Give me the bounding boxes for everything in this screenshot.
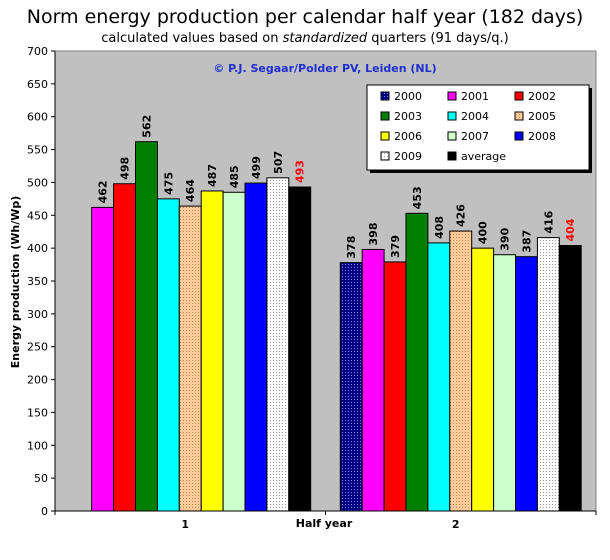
legend-swatch bbox=[447, 131, 457, 141]
legend-label: 2005 bbox=[528, 110, 556, 123]
y-tick-label: 0 bbox=[41, 505, 48, 518]
legend-swatch bbox=[380, 131, 390, 141]
bar-2008-half-1 bbox=[244, 182, 268, 512]
data-label: 464 bbox=[184, 179, 197, 202]
legend-shadow-right bbox=[589, 88, 592, 173]
legend-swatch bbox=[514, 131, 524, 141]
legend-swatch bbox=[514, 111, 524, 121]
data-label: 404 bbox=[564, 218, 577, 241]
data-label: 462 bbox=[97, 180, 110, 203]
legend-label: 2009 bbox=[394, 150, 422, 163]
x-tick-label: 1 bbox=[181, 518, 189, 531]
data-label: 408 bbox=[433, 216, 446, 239]
y-axis: 0 50 100 150 200 250 300 350 400 450 500 550 600 650 7… bbox=[27, 45, 56, 518]
y-tick-label: 200 bbox=[27, 374, 48, 387]
y-tick-label: 650 bbox=[27, 78, 48, 91]
data-label: 379 bbox=[389, 235, 402, 258]
bar-2009-half-2 bbox=[536, 237, 560, 512]
bar-2007-half-1 bbox=[222, 191, 246, 512]
y-tick-label: 450 bbox=[27, 209, 48, 222]
bar-2006-half-1 bbox=[200, 190, 224, 512]
bar-2004-half-2 bbox=[427, 242, 451, 512]
bar-2005-half-1 bbox=[178, 205, 202, 512]
y-axis-title: Energy production (Wh/Wp) bbox=[9, 196, 22, 368]
chart-title: Norm energy production per calendar half… bbox=[26, 6, 584, 28]
legend-swatch bbox=[380, 151, 390, 161]
bar-2004-half-1 bbox=[156, 198, 180, 512]
bar-2003-half-1 bbox=[135, 141, 158, 512]
legend-label: 2006 bbox=[394, 130, 422, 143]
legend-swatch bbox=[380, 111, 390, 121]
y-tick-label: 550 bbox=[27, 144, 48, 157]
legend-label: 2003 bbox=[394, 110, 422, 123]
y-tick-label: 100 bbox=[27, 439, 48, 452]
x-axis-title: Half year bbox=[296, 517, 353, 530]
bar-2001-half-2 bbox=[361, 248, 385, 512]
data-label: 499 bbox=[250, 156, 263, 179]
data-label: 453 bbox=[411, 186, 424, 209]
data-label: 475 bbox=[162, 172, 175, 195]
bar-average-half-2 bbox=[558, 245, 582, 512]
bar-average-half-1 bbox=[288, 186, 312, 512]
copyright-note: © P.J. Segaar/Polder PV, Leiden (NL) bbox=[213, 62, 436, 75]
legend-label: 2000 bbox=[394, 90, 422, 103]
y-tick-label: 700 bbox=[27, 45, 48, 58]
subtitle-suffix: quarters (91 days/q.) bbox=[367, 31, 509, 46]
legend-swatch bbox=[447, 151, 457, 161]
subtitle-emphasis: standardized bbox=[282, 31, 368, 46]
bar-2009-half-1 bbox=[266, 177, 290, 512]
data-label: 485 bbox=[228, 165, 241, 188]
y-tick-label: 500 bbox=[27, 176, 48, 189]
data-label: 390 bbox=[499, 227, 512, 250]
legend-label: 2002 bbox=[528, 90, 556, 103]
bar-2003-half-2 bbox=[405, 212, 429, 512]
y-tick-label: 350 bbox=[27, 275, 48, 288]
data-labels: 462 498 562 475 464 487 485 499 507 493 378 398 379 4… bbox=[97, 115, 578, 259]
bar-2008-half-2 bbox=[515, 256, 538, 512]
legend-label: 2007 bbox=[461, 130, 489, 143]
x-tick-label: 2 bbox=[452, 518, 460, 531]
data-label: 426 bbox=[455, 204, 468, 227]
bar-2002-half-2 bbox=[383, 261, 407, 512]
legend: 2000 2001 2002 2003 2004 2005 2006 2007 2008 2009… bbox=[366, 84, 592, 173]
data-label: 562 bbox=[140, 115, 153, 138]
legend-label: average bbox=[461, 150, 506, 163]
legend-label: 2008 bbox=[528, 130, 556, 143]
y-tick-label: 50 bbox=[34, 472, 48, 485]
data-label: 400 bbox=[477, 221, 490, 244]
data-label: 493 bbox=[294, 160, 307, 183]
bar-2007-half-2 bbox=[493, 254, 517, 512]
data-label: 487 bbox=[206, 164, 219, 187]
y-tick-label: 600 bbox=[27, 111, 48, 124]
bar-2002-half-1 bbox=[113, 183, 136, 512]
data-label: 416 bbox=[542, 210, 555, 233]
data-label: 398 bbox=[367, 222, 380, 245]
bar-2001-half-1 bbox=[91, 206, 115, 512]
y-tick-label: 150 bbox=[27, 406, 48, 419]
legend-label: 2004 bbox=[461, 110, 489, 123]
legend-shadow-bottom bbox=[370, 170, 592, 173]
y-tick-label: 300 bbox=[27, 308, 48, 321]
y-tick-label: 400 bbox=[27, 242, 48, 255]
legend-swatch bbox=[514, 91, 524, 101]
bar-2000-half-2 bbox=[339, 262, 363, 512]
legend-label: 2001 bbox=[461, 90, 489, 103]
data-label: 378 bbox=[345, 236, 358, 259]
data-label: 387 bbox=[520, 230, 533, 253]
data-label: 498 bbox=[119, 157, 132, 180]
subtitle-prefix: calculated values based on bbox=[101, 31, 283, 46]
legend-swatch bbox=[447, 91, 457, 101]
y-tick-label: 250 bbox=[27, 341, 48, 354]
data-label: 507 bbox=[272, 151, 285, 174]
bars bbox=[91, 141, 582, 512]
legend-swatch bbox=[447, 111, 457, 121]
bar-2006-half-2 bbox=[471, 247, 495, 512]
legend-swatch bbox=[380, 91, 390, 101]
chart-subtitle: calculated values based on standardized … bbox=[0, 31, 610, 46]
bar-2005-half-2 bbox=[449, 230, 473, 512]
